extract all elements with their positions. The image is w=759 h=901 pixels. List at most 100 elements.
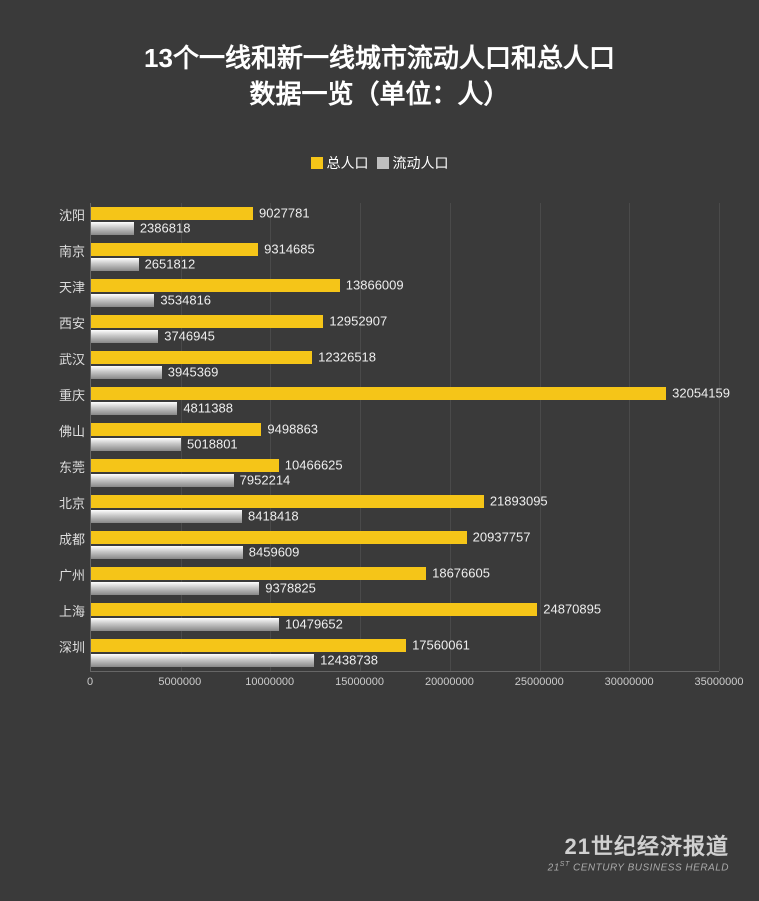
chart-row: 广州186766059378825 xyxy=(91,563,719,599)
bar-total: 20937757 xyxy=(91,531,467,544)
bar-value-label: 20937757 xyxy=(473,530,531,545)
bar-value-label: 24870895 xyxy=(543,602,601,617)
chart-row: 西安129529073746945 xyxy=(91,311,719,347)
plot-area: 沈阳90277812386818南京93146852651812天津138660… xyxy=(90,203,719,672)
bar-total: 9498863 xyxy=(91,423,261,436)
bar-floating: 10479652 xyxy=(91,618,279,631)
chart-row: 天津138660093534816 xyxy=(91,275,719,311)
bar-value-label: 21893095 xyxy=(490,494,548,509)
bar-floating: 3945369 xyxy=(91,366,162,379)
bar-total: 9027781 xyxy=(91,207,253,220)
chart-row: 成都209377578459609 xyxy=(91,527,719,563)
x-axis-tick: 10000000 xyxy=(245,676,294,688)
y-axis-label: 北京 xyxy=(41,493,85,512)
bar-total: 13866009 xyxy=(91,279,340,292)
bar-floating: 3746945 xyxy=(91,330,158,343)
footer-en: 21ST CENTURY BUSINESS HERALD xyxy=(548,861,729,873)
bar-value-label: 3945369 xyxy=(168,365,219,380)
bar-value-label: 7952214 xyxy=(240,473,291,488)
bar-total: 21893095 xyxy=(91,495,484,508)
bar-value-label: 9314685 xyxy=(264,242,315,257)
chart-row: 上海2487089510479652 xyxy=(91,599,719,635)
bar-value-label: 32054159 xyxy=(672,386,730,401)
chart-row: 东莞104666257952214 xyxy=(91,455,719,491)
bar-value-label: 17560061 xyxy=(412,638,470,653)
bar-total: 17560061 xyxy=(91,639,406,652)
y-axis-label: 西安 xyxy=(41,313,85,332)
bar-total: 18676605 xyxy=(91,567,426,580)
legend-item: 总人口 xyxy=(311,153,369,173)
x-axis-tick: 25000000 xyxy=(515,676,564,688)
bar-value-label: 2386818 xyxy=(140,221,191,236)
chart-row: 南京93146852651812 xyxy=(91,239,719,275)
legend-label: 流动人口 xyxy=(393,153,449,173)
chart-row: 武汉123265183945369 xyxy=(91,347,719,383)
y-axis-label: 东莞 xyxy=(41,457,85,476)
bar-floating: 2386818 xyxy=(91,222,134,235)
bar-value-label: 9378825 xyxy=(265,581,316,596)
x-axis-tick: 15000000 xyxy=(335,676,384,688)
y-axis-label: 成都 xyxy=(41,529,85,548)
bar-total: 9314685 xyxy=(91,243,258,256)
bar-value-label: 4811388 xyxy=(183,401,233,416)
bar-value-label: 12438738 xyxy=(320,653,378,668)
chart-row: 北京218930958418418 xyxy=(91,491,719,527)
bar-floating: 9378825 xyxy=(91,582,259,595)
chart-row: 佛山94988635018801 xyxy=(91,419,719,455)
y-axis-label: 深圳 xyxy=(41,637,85,656)
y-axis-label: 佛山 xyxy=(41,421,85,440)
y-axis-label: 重庆 xyxy=(41,385,85,404)
x-axis-tick: 5000000 xyxy=(158,676,201,688)
bar-total: 12952907 xyxy=(91,315,323,328)
y-axis-label: 天津 xyxy=(41,277,85,296)
x-axis-tick: 30000000 xyxy=(605,676,654,688)
bar-value-label: 8459609 xyxy=(249,545,300,560)
bar-floating: 8459609 xyxy=(91,546,243,559)
gridline xyxy=(719,203,720,671)
bar-value-label: 5018801 xyxy=(187,437,238,452)
legend: 总人口 流动人口 xyxy=(0,153,759,173)
chart-row: 重庆320541594811388 xyxy=(91,383,719,419)
bar-floating: 7952214 xyxy=(91,474,234,487)
legend-label: 总人口 xyxy=(327,153,369,173)
bar-floating: 8418418 xyxy=(91,510,242,523)
x-axis: 0 5000000 10000000 15000000 20000000 25000000… xyxy=(90,672,719,696)
bar-total: 12326518 xyxy=(91,351,312,364)
bar-value-label: 3534816 xyxy=(160,293,211,308)
bar-value-label: 10466625 xyxy=(285,458,343,473)
bar-value-label: 10479652 xyxy=(285,617,343,632)
chart-row: 深圳1756006112438738 xyxy=(91,635,719,671)
bar-chart: 沈阳90277812386818南京93146852651812天津138660… xyxy=(40,203,719,696)
y-axis-label: 广州 xyxy=(41,565,85,584)
legend-swatch xyxy=(377,157,389,169)
bar-value-label: 9027781 xyxy=(259,206,310,221)
bar-value-label: 8418418 xyxy=(248,509,299,524)
chart-title: 13个一线和新一线城市流动人口和总人口数据一览（单位：人） xyxy=(0,0,759,123)
bar-floating: 4811388 xyxy=(91,402,177,415)
x-axis-tick: 35000000 xyxy=(695,676,744,688)
footer-cn: 21世纪经济报道 xyxy=(548,829,729,861)
bar-value-label: 3746945 xyxy=(164,329,215,344)
y-axis-label: 南京 xyxy=(41,241,85,260)
bar-floating: 2651812 xyxy=(91,258,139,271)
bar-total: 24870895 xyxy=(91,603,537,616)
x-axis-tick: 20000000 xyxy=(425,676,474,688)
bar-floating: 12438738 xyxy=(91,654,314,667)
bar-value-label: 9498863 xyxy=(267,422,318,437)
bar-value-label: 12952907 xyxy=(329,314,387,329)
bar-value-label: 13866009 xyxy=(346,278,404,293)
bar-total: 10466625 xyxy=(91,459,279,472)
x-axis-tick: 0 xyxy=(87,676,93,688)
chart-row: 沈阳90277812386818 xyxy=(91,203,719,239)
bar-value-label: 18676605 xyxy=(432,566,490,581)
bar-value-label: 2651812 xyxy=(145,257,196,272)
y-axis-label: 沈阳 xyxy=(41,205,85,224)
y-axis-label: 武汉 xyxy=(41,349,85,368)
legend-swatch xyxy=(311,157,323,169)
bar-floating: 5018801 xyxy=(91,438,181,451)
footer-watermark: 21世纪经济报道 21ST CENTURY BUSINESS HERALD xyxy=(548,829,729,873)
bar-total: 32054159 xyxy=(91,387,666,400)
bar-floating: 3534816 xyxy=(91,294,154,307)
bar-value-label: 12326518 xyxy=(318,350,376,365)
legend-item: 流动人口 xyxy=(377,153,449,173)
